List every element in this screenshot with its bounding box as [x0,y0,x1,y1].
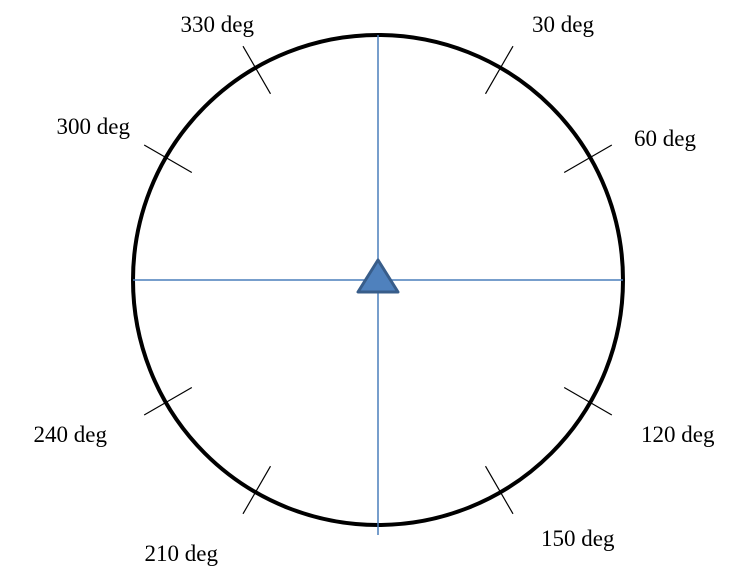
tick-marks [143,45,613,515]
tick-150 [484,465,514,515]
degree-labels: 30 deg 60 deg 120 deg 150 deg 210 deg 240 deg… [34,12,715,566]
tick-60 [563,144,613,174]
label-240-deg: 240 deg [34,422,108,447]
tick-300 [143,144,193,174]
label-30-deg: 30 deg [532,12,594,37]
tick-120 [563,386,613,416]
label-60-deg: 60 deg [634,126,696,151]
label-330-deg: 330 deg [181,12,255,37]
tick-210 [242,465,272,515]
label-150-deg: 150 deg [541,526,615,551]
label-210-deg: 210 deg [145,541,219,566]
tick-330 [242,45,272,95]
label-300-deg: 300 deg [57,114,131,139]
center-triangle-marker [356,258,400,294]
tick-30 [484,45,514,95]
tick-240 [143,386,193,416]
label-120-deg: 120 deg [641,422,715,447]
